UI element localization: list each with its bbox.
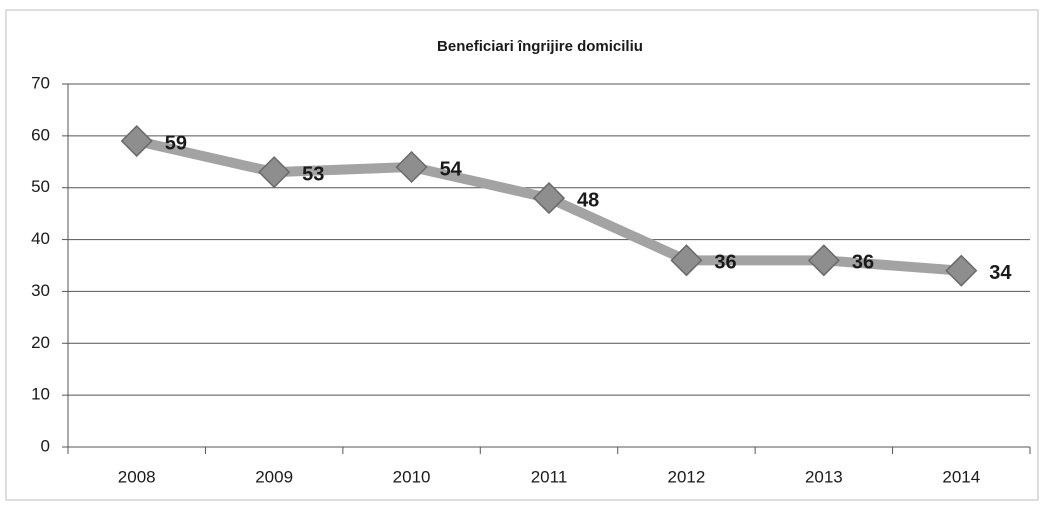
x-tick-label: 2008 xyxy=(118,467,156,486)
x-tick-label: 2012 xyxy=(668,467,706,486)
chart-title: Beneficiari îngrijire domiciliu xyxy=(437,38,643,55)
y-tick-label: 20 xyxy=(31,333,50,352)
y-tick-label: 40 xyxy=(31,229,50,248)
y-tick-label: 60 xyxy=(31,125,50,144)
x-tick-label: 2011 xyxy=(531,467,568,486)
y-tick-label: 30 xyxy=(31,281,50,300)
marker xyxy=(120,124,153,158)
data-label: 59 xyxy=(165,132,187,154)
data-label: 36 xyxy=(714,252,736,274)
marker xyxy=(258,156,291,189)
y-tick-label: 0 xyxy=(41,436,50,455)
marker xyxy=(807,244,840,277)
marker xyxy=(670,244,703,277)
chart-border xyxy=(5,9,1039,501)
y-tick-label: 70 xyxy=(31,73,50,92)
data-label: 48 xyxy=(577,189,599,211)
data-label: 53 xyxy=(302,163,324,185)
y-tick-label: 10 xyxy=(31,385,50,404)
data-label: 36 xyxy=(852,252,874,274)
data-label: 54 xyxy=(440,158,463,180)
marker xyxy=(532,182,566,215)
x-tick-label: 2009 xyxy=(255,467,293,486)
data-label: 34 xyxy=(989,262,1012,284)
x-tick-label: 2013 xyxy=(805,467,843,486)
marker xyxy=(395,150,428,184)
marker xyxy=(945,254,978,287)
y-tick-label: 50 xyxy=(31,177,50,196)
x-tick-label: 2014 xyxy=(942,467,980,486)
x-tick-label: 2010 xyxy=(393,467,431,486)
